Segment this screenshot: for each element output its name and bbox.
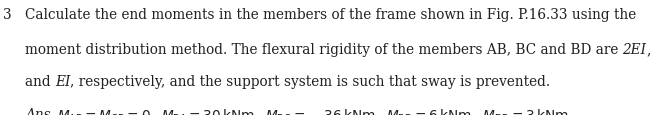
Text: $M_{\rm AB}=M_{\rm CB}=0,$ $M_{\rm BA}=30\,\rm kNm,$ $M_{\rm BC}=-36\,\rm kNm,$ : $M_{\rm AB}=M_{\rm CB}=0,$ $M_{\rm BA}=3… bbox=[57, 107, 573, 115]
Text: Ans.: Ans. bbox=[25, 107, 55, 115]
Text: 2EI: 2EI bbox=[622, 43, 646, 56]
Text: moment distribution method. The flexural rigidity of the members AB, BC and BD a: moment distribution method. The flexural… bbox=[25, 43, 622, 56]
Text: and: and bbox=[25, 75, 55, 89]
Text: ,: , bbox=[646, 43, 651, 56]
Text: EI: EI bbox=[55, 75, 70, 89]
Text: Calculate the end moments in the members of the frame shown in Fig. P.16.33 usin: Calculate the end moments in the members… bbox=[25, 8, 636, 22]
Text: 3: 3 bbox=[3, 8, 12, 22]
Text: , respectively, and the support system is such that sway is prevented.: , respectively, and the support system i… bbox=[70, 75, 550, 89]
